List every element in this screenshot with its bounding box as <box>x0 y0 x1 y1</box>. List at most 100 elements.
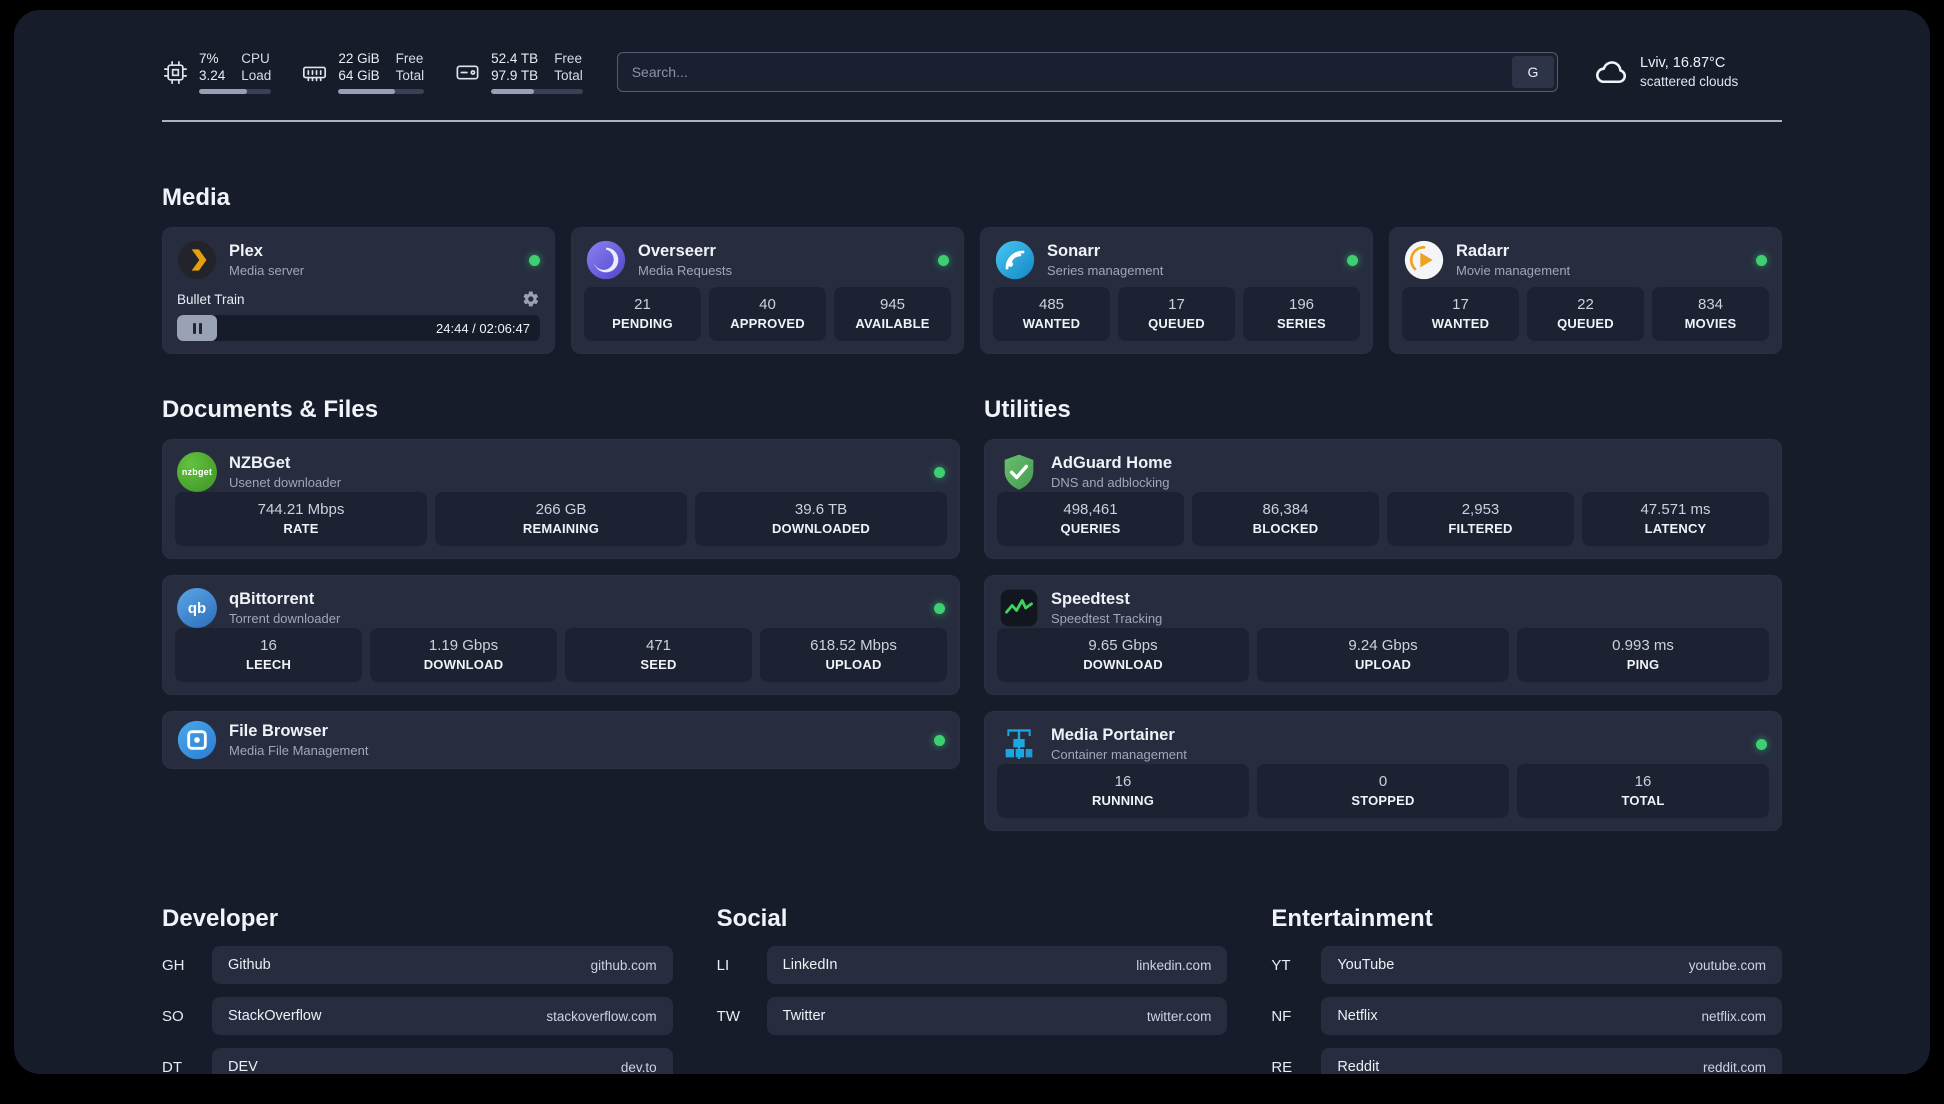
app-subtitle: DNS and adblocking <box>1051 475 1170 490</box>
status-dot <box>1756 738 1767 750</box>
overseerr-icon <box>586 240 626 280</box>
disk-label-bottom: Total <box>554 68 583 83</box>
app-card-plex[interactable]: Plex Media server Bullet Train <box>162 227 555 354</box>
app-name: Speedtest <box>1051 590 1130 608</box>
app-card-portainer[interactable]: Media Portainer Container management 16 … <box>984 711 1782 831</box>
app-card-speedtest[interactable]: Speedtest Speedtest Tracking 9.65 Gbps D… <box>984 575 1782 695</box>
bookmark-stackoverflow[interactable]: StackOverflow stackoverflow.com <box>212 997 673 1035</box>
app-subtitle: Container management <box>1051 747 1187 762</box>
search-engine-button[interactable]: G <box>1512 56 1554 88</box>
portainer-header: Media Portainer Container management <box>985 712 1781 764</box>
gear-icon[interactable] <box>522 290 540 308</box>
bookmark-row: DT DEV dev.to <box>162 1048 673 1074</box>
stat-approved: 40 APPROVED <box>709 287 826 341</box>
stat-download: 1.19 Gbps DOWNLOAD <box>370 628 557 682</box>
search-input[interactable] <box>616 52 1558 92</box>
app-name: Overseerr <box>638 242 716 260</box>
speedtest-header: Speedtest Speedtest Tracking <box>985 576 1781 628</box>
stat-pending: 21 PENDING <box>584 287 701 341</box>
app-subtitle: Usenet downloader <box>229 475 342 490</box>
app-name: Plex <box>229 242 263 260</box>
ram-icon <box>301 59 328 86</box>
ram-label-top: Free <box>395 51 424 66</box>
section-title-media: Media <box>162 184 231 211</box>
status-dot <box>934 602 945 614</box>
bookmark-dev[interactable]: DEV dev.to <box>212 1048 673 1074</box>
bookmark-row: NF Netflix netflix.com <box>1271 997 1782 1035</box>
bookmark-abbr: SO <box>162 1007 184 1025</box>
topbar-divider <box>162 120 1782 122</box>
stat-seed: 471 SEED <box>565 628 752 682</box>
app-name: qBittorrent <box>229 590 315 608</box>
bookmark-reddit[interactable]: Reddit reddit.com <box>1321 1048 1782 1074</box>
section-social: Social LI LinkedIn linkedin.com TW Twitt… <box>717 905 1228 1074</box>
bookmark-row: LI LinkedIn linkedin.com <box>717 946 1228 984</box>
disk-metric: 52.4 TB Free 97.9 TB Total <box>454 50 583 94</box>
stat-total: 16 TOTAL <box>1517 764 1769 818</box>
radarr-stats: 17 WANTED 22 QUEUED 834 MOVIES <box>1390 287 1781 353</box>
bookmark-netflix[interactable]: Netflix netflix.com <box>1321 997 1782 1035</box>
app-card-nzbget[interactable]: nzbget NZBGet Usenet downloader 744.21 M… <box>162 439 960 559</box>
app-card-radarr[interactable]: Radarr Movie management 17 WANTED 22 QUE… <box>1389 227 1782 354</box>
app-subtitle: Series management <box>1047 263 1164 278</box>
playback-progress-bar[interactable]: 24:44 / 02:06:47 <box>177 315 540 341</box>
filebrowser-icon <box>177 720 217 760</box>
pause-icon[interactable] <box>177 315 217 341</box>
section-title-documents: Documents & Files <box>162 396 379 423</box>
adguard-stats: 498,461 QUERIES 86,384 BLOCKED 2,953 FIL… <box>985 492 1781 558</box>
stat-running: 16 RUNNING <box>997 764 1249 818</box>
stat-series: 196 SERIES <box>1243 287 1360 341</box>
bookmark-row: RE Reddit reddit.com <box>1271 1048 1782 1074</box>
stat-queued: 17 QUEUED <box>1118 287 1235 341</box>
disk-label-top: Free <box>554 51 582 66</box>
playback-time: 24:44 / 02:06:47 <box>436 320 530 336</box>
nzbget-icon: nzbget <box>177 452 217 492</box>
bookmark-row: TW Twitter twitter.com <box>717 997 1228 1035</box>
app-card-overseerr[interactable]: Overseerr Media Requests 21 PENDING 40 A… <box>571 227 964 354</box>
portainer-icon <box>999 724 1039 764</box>
stat-filtered: 2,953 FILTERED <box>1387 492 1574 546</box>
app-card-sonarr[interactable]: Sonarr Series management 485 WANTED 17 Q… <box>980 227 1373 354</box>
cloud-icon <box>1592 54 1628 90</box>
app-card-qbittorrent[interactable]: qb qBittorrent Torrent downloader 16 LEE… <box>162 575 960 695</box>
bookmark-abbr: RE <box>1271 1058 1293 1075</box>
stat-stopped: 0 STOPPED <box>1257 764 1509 818</box>
bookmark-abbr: LI <box>716 956 730 974</box>
overseerr-stats: 21 PENDING 40 APPROVED 945 AVAILABLE <box>572 287 963 353</box>
stat-wanted: 17 WANTED <box>1402 287 1519 341</box>
radarr-icon <box>1404 240 1444 280</box>
stat-latency: 47.571 ms LATENCY <box>1582 492 1769 546</box>
disk-icon <box>454 59 481 86</box>
section-media: Media Plex Media server <box>162 184 1782 354</box>
cpu-label-top: CPU <box>241 51 270 66</box>
status-dot <box>934 466 945 478</box>
stat-ping: 0.993 ms PING <box>1517 628 1769 682</box>
section-title-utilities: Utilities <box>984 396 1071 423</box>
stat-queued: 22 QUEUED <box>1527 287 1644 341</box>
bookmark-github[interactable]: Github github.com <box>212 946 673 984</box>
app-card-adguard[interactable]: AdGuard Home DNS and adblocking 498,461 … <box>984 439 1782 559</box>
app-subtitle: Movie management <box>1456 263 1571 278</box>
plex-icon <box>177 240 217 280</box>
stat-upload: 618.52 Mbps UPLOAD <box>760 628 947 682</box>
cpu-icon <box>162 59 189 86</box>
stat-rate: 744.21 Mbps RATE <box>175 492 427 546</box>
app-name: File Browser <box>229 722 329 740</box>
stat-downloaded: 39.6 TB DOWNLOADED <box>695 492 947 546</box>
topbar: 7% CPU 3.24 Load <box>162 46 1782 98</box>
bookmark-abbr: YT <box>1271 956 1291 974</box>
qbittorrent-icon: qb <box>177 588 217 628</box>
adguard-header: AdGuard Home DNS and adblocking <box>985 440 1781 492</box>
bookmark-twitter[interactable]: Twitter twitter.com <box>766 997 1228 1035</box>
section-title-developer: Developer <box>162 905 279 932</box>
section-entertainment: Entertainment YT YouTube youtube.com NF … <box>1271 905 1782 1074</box>
search-bar: G <box>616 52 1558 92</box>
app-card-filebrowser[interactable]: File Browser Media File Management <box>162 711 960 769</box>
app-subtitle: Torrent downloader <box>229 611 341 626</box>
bookmark-linkedin[interactable]: LinkedIn linkedin.com <box>766 946 1228 984</box>
overseerr-header: Overseerr Media Requests <box>572 228 963 280</box>
bookmark-youtube[interactable]: YouTube youtube.com <box>1321 946 1782 984</box>
ram-metric: 22 GiB Free 64 GiB Total <box>301 50 425 94</box>
cpu-metric: 7% CPU 3.24 Load <box>162 50 272 94</box>
app-subtitle: Media File Management <box>229 743 369 758</box>
